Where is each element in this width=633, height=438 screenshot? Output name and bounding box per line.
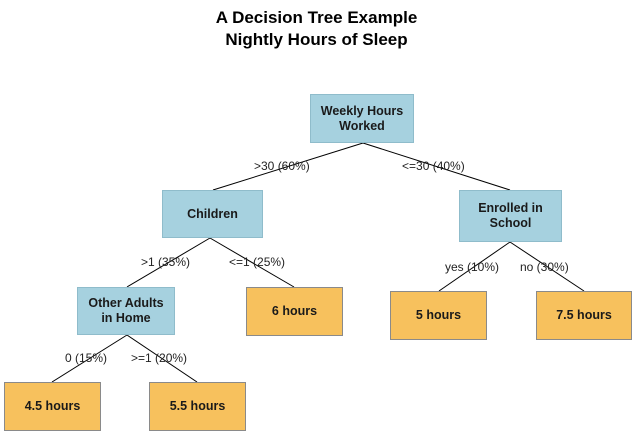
leaf-4-5-hours: 4.5 hours [4, 382, 101, 431]
edge-enrolled-five-hours [438, 241, 511, 292]
leaf-7-5-hours: 7.5 hours [536, 291, 632, 340]
edge-root-enrolled [362, 142, 511, 191]
edge-label-no: no (30%) [520, 260, 569, 274]
edge-label-zero: 0 (15%) [65, 351, 108, 365]
edge-other-adults-five-five [126, 334, 198, 383]
edge-children-six-hours [209, 237, 295, 288]
diagram-subtitle: Nightly Hours of Sleep [225, 30, 408, 49]
edge-enrolled-seven-five-hours [509, 241, 585, 292]
edge-label-le30: <=30 (40%) [402, 159, 465, 173]
edge-label-le1: <=1 (25%) [229, 255, 286, 269]
leaf-5-5-hours: 5.5 hours [149, 382, 246, 431]
node-enrolled-in-school: Enrolled in School [459, 190, 562, 242]
leaf-5-hours: 5 hours [390, 291, 487, 340]
edge-root-children [212, 142, 364, 191]
node-children: Children [162, 190, 263, 238]
node-other-adults-in-home: Other Adults in Home [77, 287, 175, 335]
edge-children-other-adults [126, 237, 211, 288]
node-weekly-hours-worked: Weekly Hours Worked [310, 94, 414, 143]
edge-label-ge1: >=1 (20%) [131, 351, 188, 365]
leaf-6-hours: 6 hours [246, 287, 343, 336]
edge-label-yes: yes (10%) [445, 260, 500, 274]
edge-label-gt30: >30 (60%) [254, 159, 310, 173]
edge-other-adults-four-five [51, 334, 128, 383]
edge-label-gt1: >1 (35%) [141, 255, 191, 269]
diagram-title: A Decision Tree Example [215, 8, 418, 27]
